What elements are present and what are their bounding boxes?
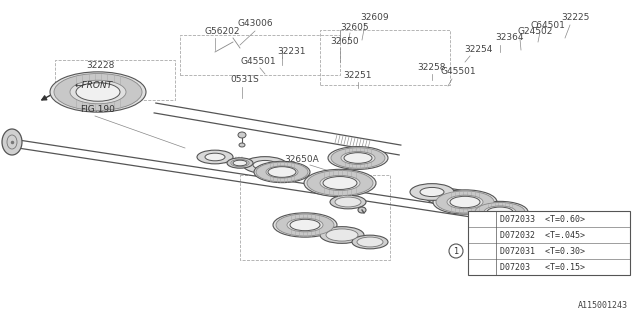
Text: G24502: G24502: [517, 28, 553, 36]
Ellipse shape: [526, 222, 550, 232]
Ellipse shape: [551, 230, 579, 240]
Ellipse shape: [253, 160, 277, 170]
Ellipse shape: [426, 188, 470, 205]
Text: 32650A: 32650A: [285, 156, 319, 164]
Ellipse shape: [538, 225, 592, 245]
Ellipse shape: [307, 171, 373, 196]
Ellipse shape: [447, 195, 483, 209]
Ellipse shape: [256, 162, 308, 182]
Ellipse shape: [436, 192, 460, 202]
Bar: [468, 211, 630, 275]
Ellipse shape: [254, 161, 310, 183]
Ellipse shape: [276, 214, 334, 236]
Ellipse shape: [510, 216, 532, 224]
Text: 32231: 32231: [278, 46, 307, 55]
Ellipse shape: [357, 237, 383, 247]
Ellipse shape: [472, 201, 528, 223]
Ellipse shape: [197, 150, 233, 164]
Ellipse shape: [70, 80, 126, 104]
Ellipse shape: [521, 220, 555, 234]
Text: 32605: 32605: [340, 22, 369, 31]
Text: 32225: 32225: [561, 13, 589, 22]
Text: 32258: 32258: [418, 63, 446, 73]
Ellipse shape: [304, 169, 376, 197]
Ellipse shape: [475, 203, 525, 221]
Ellipse shape: [484, 206, 516, 218]
Ellipse shape: [238, 132, 246, 138]
Text: 32364: 32364: [496, 34, 524, 43]
Text: D072033  <T=0.60>: D072033 <T=0.60>: [500, 214, 585, 223]
Ellipse shape: [344, 153, 372, 163]
Ellipse shape: [328, 147, 388, 169]
Text: D07203   <T=0.15>: D07203 <T=0.15>: [500, 262, 585, 271]
Ellipse shape: [487, 207, 513, 217]
Ellipse shape: [501, 212, 541, 228]
Text: G45501: G45501: [440, 68, 476, 76]
Text: 32609: 32609: [361, 13, 389, 22]
Ellipse shape: [50, 72, 146, 112]
Ellipse shape: [2, 129, 22, 155]
Text: D072032  <T=.045>: D072032 <T=.045>: [500, 230, 585, 239]
Text: C64501: C64501: [531, 20, 565, 29]
Ellipse shape: [76, 83, 120, 101]
Text: FIG.190: FIG.190: [80, 106, 115, 115]
Ellipse shape: [227, 158, 253, 168]
Text: 32650: 32650: [331, 37, 359, 46]
Ellipse shape: [320, 227, 364, 243]
Text: 1: 1: [453, 246, 459, 255]
Ellipse shape: [231, 159, 249, 167]
Text: 32251: 32251: [344, 70, 372, 79]
Text: G45501: G45501: [240, 58, 276, 67]
Ellipse shape: [266, 166, 298, 178]
Ellipse shape: [239, 143, 245, 147]
Text: A115001243: A115001243: [578, 301, 628, 310]
Text: 32254: 32254: [464, 44, 492, 53]
Ellipse shape: [331, 148, 385, 168]
Ellipse shape: [243, 156, 287, 173]
Ellipse shape: [548, 228, 582, 242]
Ellipse shape: [323, 177, 357, 189]
Ellipse shape: [410, 184, 454, 200]
Text: D072031  <T=0.30>: D072031 <T=0.30>: [500, 246, 585, 255]
Text: G56202: G56202: [204, 27, 240, 36]
Ellipse shape: [205, 153, 225, 161]
Ellipse shape: [320, 175, 360, 191]
Ellipse shape: [433, 190, 497, 214]
Circle shape: [449, 244, 463, 258]
Text: 32228: 32228: [86, 60, 114, 69]
Ellipse shape: [436, 191, 494, 213]
Ellipse shape: [268, 167, 296, 177]
Ellipse shape: [287, 218, 323, 232]
Ellipse shape: [352, 235, 388, 249]
Ellipse shape: [535, 224, 595, 246]
Ellipse shape: [326, 229, 358, 241]
Text: ←FRONT: ←FRONT: [75, 81, 113, 90]
Ellipse shape: [273, 213, 337, 237]
Ellipse shape: [420, 188, 444, 196]
Ellipse shape: [290, 219, 320, 231]
Text: 0531S: 0531S: [230, 76, 259, 84]
Text: G43006: G43006: [237, 20, 273, 28]
Ellipse shape: [358, 207, 366, 213]
Ellipse shape: [54, 74, 142, 110]
Ellipse shape: [335, 197, 361, 207]
Ellipse shape: [330, 195, 366, 209]
Ellipse shape: [233, 160, 247, 166]
Ellipse shape: [450, 196, 480, 208]
Ellipse shape: [341, 152, 375, 164]
